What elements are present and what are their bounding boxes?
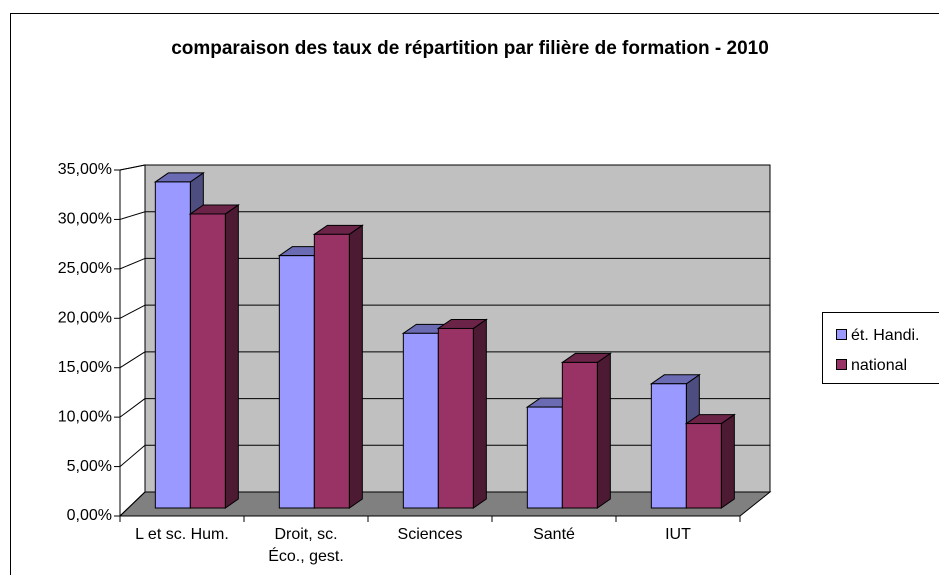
y-tick-label: 15,00% bbox=[58, 359, 112, 376]
x-tick-label: L et sc. Hum. bbox=[135, 526, 229, 543]
y-tick-label: 10,00% bbox=[58, 408, 112, 425]
x-tick-label: IUT bbox=[665, 526, 691, 543]
bar bbox=[154, 181, 191, 509]
legend-swatch bbox=[836, 359, 847, 370]
y-tick-label: 25,00% bbox=[58, 260, 112, 277]
legend-label: ét. Handi. bbox=[851, 327, 920, 344]
grid-line-side bbox=[119, 164, 146, 171]
grid-line-side bbox=[119, 398, 146, 418]
y-tick-label: 30,00% bbox=[58, 211, 112, 228]
grid-line-side bbox=[119, 257, 146, 270]
bar-side bbox=[472, 318, 487, 509]
bar-side bbox=[224, 203, 239, 509]
bar bbox=[189, 213, 226, 509]
x-tick-label: Droit, sc. Éco., gest. bbox=[268, 526, 344, 565]
bar bbox=[278, 255, 315, 509]
legend-item: national bbox=[836, 356, 907, 376]
y-tick-label: 35,00% bbox=[58, 161, 112, 178]
grid-line-side bbox=[119, 491, 146, 517]
grid-line-side bbox=[119, 211, 146, 220]
bar bbox=[685, 423, 722, 509]
legend-item: ét. Handi. bbox=[836, 326, 919, 346]
bar bbox=[561, 361, 598, 509]
x-tick-label: Santé bbox=[533, 526, 575, 543]
bar-side bbox=[720, 413, 735, 509]
x-tick-label: Sciences bbox=[397, 526, 463, 543]
bar bbox=[402, 332, 439, 509]
legend: ét. Handi. national bbox=[822, 312, 939, 384]
legend-swatch bbox=[836, 329, 847, 340]
grid-line-side bbox=[119, 444, 146, 467]
y-tick-label: 20,00% bbox=[58, 310, 112, 327]
bar-side bbox=[596, 352, 611, 509]
bar bbox=[313, 233, 350, 509]
bar bbox=[526, 406, 563, 509]
legend-label: national bbox=[851, 357, 908, 374]
grid-line-side bbox=[119, 304, 146, 319]
y-tick-label: 0,00% bbox=[67, 507, 112, 524]
chart-title: comparaison des taux de répartition par … bbox=[171, 38, 769, 59]
bar bbox=[650, 383, 687, 509]
y-tick-label: 5,00% bbox=[67, 458, 112, 475]
bar-side bbox=[348, 224, 363, 509]
grid-line-side bbox=[119, 351, 146, 369]
bar bbox=[437, 327, 474, 509]
